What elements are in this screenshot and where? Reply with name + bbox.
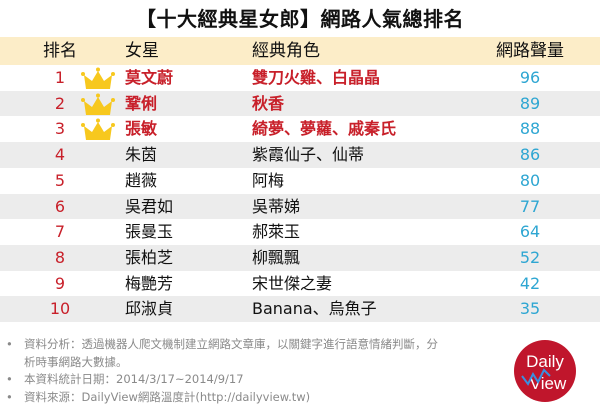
rank: 4 <box>54 145 66 165</box>
score: 64 <box>519 222 541 242</box>
footnote: • 資料來源：DailyView網路溫度計(http://dailyview.tw… <box>6 389 311 404</box>
score: 77 <box>519 196 541 216</box>
classic-role: 阿梅 <box>252 170 285 190</box>
table-row: 9 梅艷芳 宋世傑之妻 42 <box>0 271 600 297</box>
rank: 10 <box>49 299 71 319</box>
star-name: 趙薇 <box>125 170 158 190</box>
classic-role: 吳蒂娣 <box>252 196 301 216</box>
table-row: 6 吳君如 吳蒂娣 77 <box>0 193 600 220</box>
rank: 9 <box>54 273 66 293</box>
header-star: 女星 <box>125 41 159 61</box>
score: 52 <box>519 247 541 267</box>
star-name: 梅艷芳 <box>125 273 174 293</box>
score: 89 <box>519 93 541 113</box>
score: 35 <box>519 299 541 319</box>
rank: 6 <box>54 196 66 216</box>
table-row: 1 莫文蔚 雙刀火雞、白晶晶 96 <box>0 65 600 91</box>
crown-icon <box>80 67 116 91</box>
header-role: 經典角色 <box>252 41 320 61</box>
score: 42 <box>519 273 541 293</box>
header-score: 網路聲量 <box>496 41 564 61</box>
star-name: 鞏俐 <box>125 93 158 113</box>
classic-role: 柳飄飄 <box>252 247 301 267</box>
table-row: 10 邱淑貞 Banana、烏魚子 35 <box>0 296 600 322</box>
footnote: • 本資料統計日期：2014/3/17~2014/9/17 <box>6 372 244 386</box>
table-row: 7 張曼玉 郝萊玉 64 <box>0 219 600 245</box>
classic-role: Banana、烏魚子 <box>252 299 377 319</box>
star-name: 朱茵 <box>125 145 158 165</box>
rank: 3 <box>54 119 66 139</box>
rank: 1 <box>54 68 66 87</box>
classic-role: 宋世傑之妻 <box>252 273 333 293</box>
table-row: 5 趙薇 阿梅 80 <box>0 168 600 194</box>
header-rank: 排名 <box>43 41 77 61</box>
classic-role: 秋香 <box>252 93 285 113</box>
rank: 8 <box>54 247 66 267</box>
classic-role: 紫霞仙子、仙蒂 <box>252 145 365 165</box>
star-name: 吳君如 <box>125 196 174 216</box>
star-name: 張柏芝 <box>125 247 174 267</box>
table-row: 8 張柏芝 柳飄飄 52 <box>0 244 600 271</box>
table-header: 排名 女星 經典角色 網路聲量 <box>0 37 600 65</box>
star-name: 張敏 <box>125 119 158 139</box>
star-name: 張曼玉 <box>125 222 174 242</box>
rank: 5 <box>54 170 66 190</box>
rank: 2 <box>54 93 66 113</box>
score: 86 <box>519 145 541 165</box>
table-row: 3 張敏 綺夢、夢蘿、戚秦氏 88 <box>0 116 600 142</box>
footnotes: • 資料分析：透過機器人爬文機制建立網路文章庫，以關鍵字進行語意情緒判斷，分析時事… <box>0 336 440 406</box>
table-row: 2 鞏俐 秋香 89 <box>0 90 600 117</box>
star-name: 莫文蔚 <box>125 68 174 87</box>
score: 96 <box>519 68 541 87</box>
classic-role: 綺夢、夢蘿、戚秦氏 <box>252 119 397 139</box>
rank: 7 <box>54 222 66 242</box>
svg-text:Daily: Daily <box>526 352 564 371</box>
score: 88 <box>519 119 541 139</box>
score: 80 <box>519 170 541 190</box>
classic-role: 郝萊玉 <box>252 222 301 242</box>
dailyview-logo: Daily View <box>514 340 576 402</box>
page-title: 【十大經典星女郎】網路人氣總排名 <box>136 7 464 31</box>
classic-role: 雙刀火雞、白晶晶 <box>252 68 381 87</box>
table-row: 4 朱茵 紫霞仙子、仙蒂 86 <box>0 142 600 168</box>
crown-icon <box>80 93 116 117</box>
crown-icon <box>80 118 116 142</box>
footnote: • 資料分析：透過機器人爬文機制建立網路文章庫，以關鍵字進行語意情緒判斷，分析時事… <box>6 337 438 369</box>
star-name: 邱淑貞 <box>125 299 174 319</box>
